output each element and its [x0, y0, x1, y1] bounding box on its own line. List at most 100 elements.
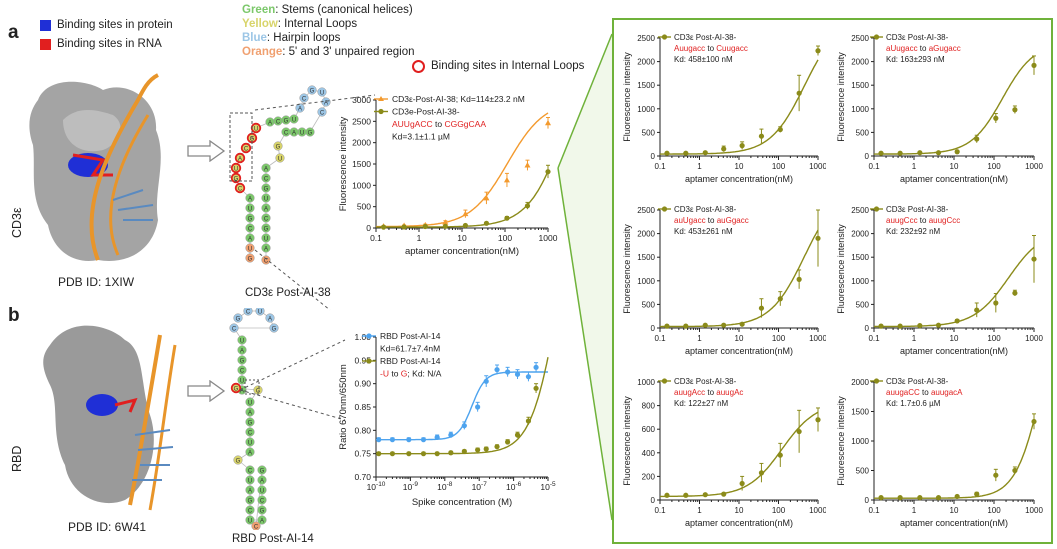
nucleotide-label: A [240, 349, 244, 355]
nucleotide [229, 323, 239, 333]
x-tick-label: 10 [950, 162, 959, 171]
internal-loop-legend: Binding sites in Internal Loops [412, 59, 584, 73]
nucleotide [257, 475, 267, 485]
fit-curve [376, 170, 549, 228]
data-point [545, 119, 551, 126]
nucleotide-label: G [248, 257, 253, 263]
legend-text-part: Auugacc [674, 44, 705, 53]
y-tick-label: 1000 [851, 437, 869, 446]
data-point [954, 318, 960, 324]
x-axis-label: aptamer concentration(nM) [685, 518, 793, 528]
y-tick-label: 0 [651, 496, 656, 505]
data-point [1031, 62, 1037, 68]
nucleotide-label: C [264, 217, 269, 223]
nucleotide [245, 233, 255, 243]
data-point [796, 276, 802, 282]
protein-color-swatch [40, 19, 51, 31]
x-tick-label: 1000 [809, 334, 826, 343]
legend-marker [661, 34, 668, 40]
y-tick-label: 2000 [851, 378, 869, 387]
x-tick-label: 100 [772, 162, 786, 171]
legend-text-part: to [433, 119, 445, 129]
fit-curve [376, 357, 549, 455]
nucleotide-label: A [324, 101, 328, 107]
legend-green-row: Green: Stems (canonical helices) [242, 3, 415, 17]
y-tick-label: 1000 [637, 378, 655, 387]
data-point [434, 451, 440, 457]
rbd-structure-title: RBD Post-AI-14 [232, 533, 314, 545]
nucleotide-label: C [260, 499, 265, 505]
nucleotide [245, 193, 255, 203]
nucleotide-label: A [248, 411, 252, 417]
data-point [462, 222, 469, 229]
nucleotide-label: A [264, 167, 268, 173]
nucleotide [245, 495, 255, 505]
x-tick-label: 10-7 [472, 481, 488, 492]
y-axis-label: Fluorescence intensity [338, 116, 349, 211]
nucleotide-label: A [248, 237, 252, 243]
legend-green-text: : Stems (canonical helices) [275, 4, 413, 16]
nucleotide-label: G [234, 177, 239, 183]
data-point [533, 364, 539, 370]
y-tick-label: 2000 [352, 138, 371, 148]
y-tick-label: 1500 [637, 81, 655, 90]
data-point [796, 90, 802, 96]
legend-text: RBD Post-AI-14 [380, 356, 441, 366]
nucleotide [273, 141, 283, 151]
nucleotide [261, 243, 271, 253]
legend-text: Kd: 163±293 nM [886, 55, 945, 64]
x-tick-label: 10 [457, 233, 467, 243]
nucleotide [234, 182, 246, 194]
nucleotide [245, 515, 255, 525]
y-tick-label: 1.00 [354, 332, 371, 342]
legend-text: -U to G; Kd: N/A [380, 369, 442, 379]
nucleotide-label: G [250, 137, 255, 143]
data-point [683, 323, 689, 329]
nucleotide-label: U [278, 157, 282, 163]
internal-loop-legend-text: Binding sites in Internal Loops [431, 60, 585, 72]
nucleotide-label: U [234, 167, 238, 173]
legend-text: CD3ε Post-AI-38- [674, 205, 737, 214]
data-point [878, 150, 884, 156]
legend-text: Kd: 232±92 nM [886, 227, 941, 236]
nucleotide [243, 308, 253, 316]
x-tick-label: 1 [697, 162, 702, 171]
data-point [505, 439, 511, 445]
data-point [483, 446, 489, 452]
nucleotide-label: A [240, 389, 244, 395]
y-tick-label: 0 [366, 223, 371, 233]
y-tick-label: 1500 [851, 81, 869, 90]
data-point [1031, 418, 1037, 425]
data-point [494, 444, 500, 450]
y-tick-label: 2500 [352, 116, 371, 126]
data-point [777, 452, 783, 458]
data-point [1012, 290, 1018, 296]
data-point [475, 447, 481, 453]
legend-text-part: Cuugacc [716, 44, 748, 53]
y-tick-label: 0.70 [354, 472, 371, 482]
data-point [664, 323, 670, 329]
data-point [878, 323, 884, 329]
data-point [461, 448, 467, 454]
legend-text: auUgacc to auGgacc [674, 216, 749, 225]
nucleotide-label: A [264, 207, 268, 213]
data-point [389, 451, 396, 457]
legend-blue-row: Blue: Hairpin loops [242, 31, 415, 45]
nucleotide [237, 355, 247, 365]
nucleotide-label: G [276, 145, 281, 151]
data-point [514, 432, 521, 438]
legend-text-part: to [706, 216, 717, 225]
legend-protein-text: Binding sites in protein [57, 19, 173, 31]
structure-color-legend: Green: Stems (canonical helices) Yellow:… [242, 3, 415, 59]
x-tick-label: 100 [772, 334, 786, 343]
y-axis-label: Fluorescence intensity [836, 224, 846, 314]
nucleotide-label: C [276, 120, 281, 126]
legend-text: AUUgACC to CGGgCAA [392, 119, 486, 129]
legend-text: Kd: 1.7±0.6 µM [886, 399, 941, 408]
nucleotide [261, 255, 271, 265]
nucleotide-label: U [300, 131, 304, 137]
data-point [524, 162, 531, 168]
x-axis-label: Spike concentration (M) [412, 497, 512, 508]
